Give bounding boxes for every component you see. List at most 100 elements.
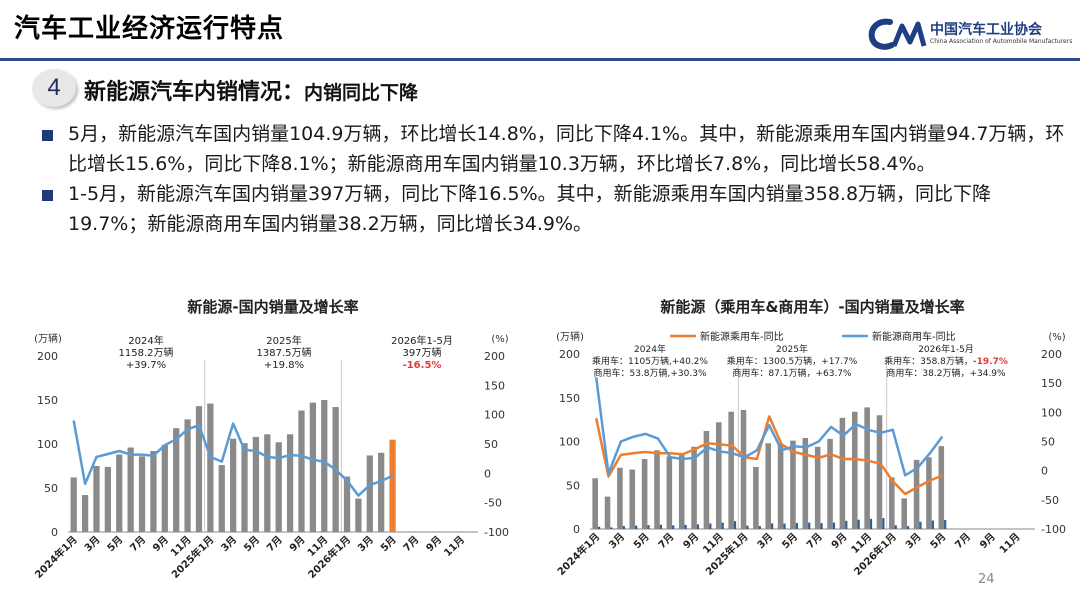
commercial-bar [894, 525, 897, 529]
annotation-line: 1158.2万辆 [119, 346, 174, 359]
passenger-bar [864, 407, 870, 529]
passenger-bar [851, 411, 858, 529]
annotation-line: 2025年 [776, 343, 808, 355]
annotation-line: 商用车：38.2万辆，+34.9% [886, 367, 1006, 379]
bullet-text: 5月，新能源汽车国内销量104.9万辆，环比增长14.8%，同比下降4.1%。其… [68, 123, 1065, 175]
commercial-bar [622, 525, 625, 529]
left-tick-label: 100 [37, 438, 58, 451]
commercial-bar [758, 526, 761, 529]
x-tick-label: 3月 [903, 531, 923, 551]
annotation-line: +19.8% [264, 360, 304, 371]
annotation-line: 2026年1-5月 [918, 343, 974, 355]
section-heading: 新能源汽车内销情况：内销同比下降 [84, 74, 418, 106]
right-tick-label: 150 [484, 379, 505, 392]
commercial-bar [869, 518, 873, 529]
commercial-yoy-line [594, 377, 944, 477]
passenger-bar [678, 453, 685, 529]
x-tick-label: 7月 [804, 531, 824, 551]
commercial-bar [709, 523, 712, 529]
x-tick-label: 3月 [755, 531, 775, 551]
bar [241, 443, 248, 532]
commercial-bar [795, 522, 798, 529]
passenger-bar [666, 456, 673, 529]
bar [218, 465, 225, 532]
domestic-sales-chart: 新能源-国内销量及增长率 (万辆) (%) 0 50 100 150 200 -100 -50 0 5… [32, 298, 509, 581]
passenger-bar [839, 417, 846, 529]
bullet-item: 5月，新能源汽车国内销量104.9万辆，环比增长14.8%，同比下降4.1%。其… [40, 120, 1070, 179]
bar [81, 495, 89, 532]
annotation-line: 乘用车：358.8万辆，-19.7% [884, 355, 1008, 367]
bar [230, 438, 237, 532]
passenger-bar [629, 469, 636, 529]
passenger-bar [827, 438, 833, 529]
chart-title: 新能源（乘用车&商用车）-国内销量及增长率 [660, 298, 964, 316]
bar [252, 436, 260, 532]
left-tick-label: 0 [51, 526, 58, 539]
left-axis-unit: (万辆) [34, 332, 62, 345]
bar [93, 466, 100, 532]
commercial-bar [882, 518, 885, 529]
commercial-bar [597, 526, 601, 529]
right-tick-label: 50 [1041, 436, 1055, 449]
x-tick-label: 11月 [997, 531, 1022, 556]
x-tick-label: 7月 [953, 531, 973, 551]
passenger-bar [889, 477, 895, 529]
bar [116, 454, 123, 532]
commercial-bar [919, 521, 922, 529]
commercial-bar [659, 524, 662, 529]
cm-logo-icon [868, 18, 927, 50]
x-tick-label: 3月 [219, 534, 239, 554]
annotation-line: 1387.5万辆 [257, 346, 312, 359]
commercial-bar [684, 524, 687, 529]
passenger-bar [765, 443, 772, 529]
bullet-item: 1-5月，新能源汽车国内销量397万辆，同比下降16.5%。其中，新能源乘用车国… [40, 180, 1070, 239]
logo-text-cn: 中国汽车工业协会 [930, 22, 1042, 38]
right-tick-label: 50 [484, 438, 498, 451]
bar [275, 442, 282, 532]
bar [104, 466, 111, 532]
right-tick-label: 0 [484, 467, 491, 480]
bar [138, 456, 146, 532]
bar [207, 403, 214, 532]
commercial-bar [857, 519, 860, 529]
commercial-bar [610, 527, 613, 529]
x-tick-label: 7月 [264, 534, 284, 554]
annotation-line: 397万辆 [402, 346, 441, 359]
legend-label: 新能源商用车-同比 [872, 330, 956, 343]
bar [343, 476, 351, 532]
commercial-bar [944, 519, 947, 529]
bar [355, 498, 362, 532]
section-subtitle: 内销同比下降 [304, 82, 419, 104]
right-tick-label: 100 [484, 409, 505, 422]
passenger-commercial-chart: 新能源（乘用车&商用车）-国内销量及增长率 (万辆) (%) 0 50 100 150 200… [554, 298, 1066, 578]
annotation-line: 2025年 [266, 334, 301, 347]
bar [70, 477, 77, 532]
legend-label: 新能源乘用车-同比 [700, 330, 784, 343]
passenger-bar [753, 466, 759, 529]
commercial-bar [783, 523, 786, 529]
bar [173, 428, 180, 532]
x-tick-label: 5月 [928, 531, 948, 551]
right-tick-label: -50 [484, 497, 502, 510]
right-tick-label: 150 [1041, 377, 1062, 390]
section-title: 新能源汽车内销情况： [84, 80, 305, 105]
x-tick-label: 5月 [780, 531, 800, 551]
square-bullet-icon [42, 190, 53, 201]
bar [378, 452, 385, 532]
passenger-bar [592, 478, 598, 529]
annotation-line: 2024年 [634, 343, 666, 355]
x-tick-label: 9月 [829, 531, 849, 551]
left-tick-label: 100 [559, 436, 580, 449]
commercial-bar [808, 522, 811, 529]
bar [366, 455, 373, 532]
bar [184, 419, 191, 532]
passenger-bar [938, 446, 945, 529]
left-tick-label: 50 [566, 479, 580, 492]
annotation-line: -16.5% [403, 360, 442, 371]
right-tick-label: 0 [1041, 465, 1048, 478]
right-tick-label: 200 [484, 350, 505, 363]
right-axis-unit: (%) [491, 334, 508, 345]
annotation-line: 2024年 [128, 334, 163, 347]
passenger-bar [617, 467, 623, 529]
commercial-bar [635, 525, 638, 529]
